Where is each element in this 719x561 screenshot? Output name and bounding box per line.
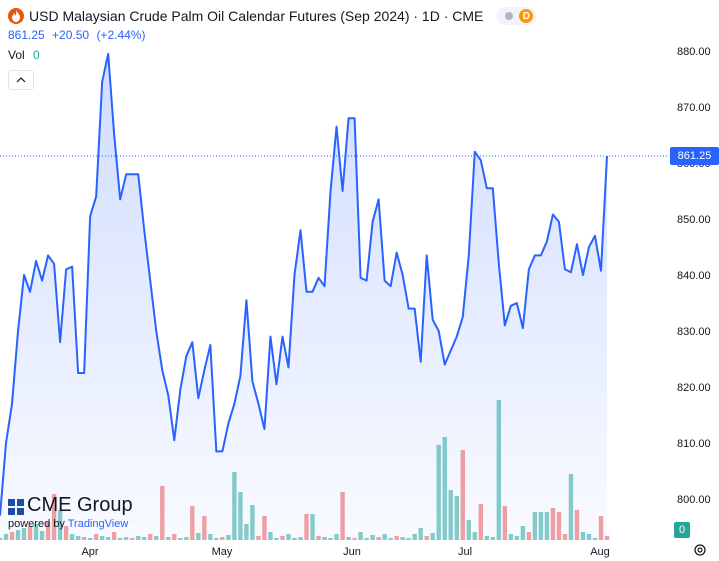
settings-gear-icon[interactable] <box>693 543 707 557</box>
symbol-title[interactable]: USD Malaysian Crude Palm Oil Calendar Fu… <box>29 8 484 24</box>
cme-brand-text: CME Group <box>27 494 133 516</box>
volume-tag: 0 <box>674 522 690 538</box>
last-price-tag: 861.25 <box>670 147 719 165</box>
last-price: 861.25 <box>8 28 45 42</box>
y-tick-label: 800.00 <box>677 494 711 506</box>
x-tick-label: Apr <box>81 546 98 558</box>
flame-icon <box>8 8 24 24</box>
status-dot-icon <box>505 12 514 20</box>
price-change-percent: (+2.44%) <box>96 28 146 42</box>
delayed-badge: D <box>519 9 534 23</box>
y-tick-label: 870.00 <box>677 102 711 114</box>
cme-logo[interactable]: CME Group powered by TradingView <box>8 494 133 530</box>
powered-by-text: powered by <box>8 518 65 530</box>
chart-legend: USD Malaysian Crude Palm Oil Calendar Fu… <box>8 6 538 90</box>
x-tick-label: Aug <box>590 546 610 558</box>
y-tick-label: 820.00 <box>677 382 711 394</box>
chevron-up-icon <box>16 77 26 83</box>
y-tick-label: 880.00 <box>677 46 711 58</box>
x-tick-label: Jul <box>458 546 472 558</box>
volume-value: 0 <box>33 48 40 62</box>
y-tick-label: 830.00 <box>677 326 711 338</box>
y-tick-label: 810.00 <box>677 438 711 450</box>
price-area-fill <box>0 53 607 541</box>
y-tick-label: 850.00 <box>677 214 711 226</box>
x-tick-label: Jun <box>343 546 361 558</box>
collapse-legend-button[interactable] <box>8 70 34 90</box>
volume-label: Vol <box>8 48 25 62</box>
price-info: 861.25 +20.50 (+2.44%) <box>8 28 537 44</box>
cme-globe-icon <box>8 498 24 515</box>
y-tick-label: 840.00 <box>677 270 711 282</box>
volume-legend: Vol 0 <box>8 48 537 64</box>
time-axis[interactable]: Apr May Jun Jul Aug <box>81 546 609 558</box>
x-tick-label: May <box>212 546 233 558</box>
tradingview-link[interactable]: TradingView <box>67 518 129 530</box>
market-status-pill[interactable]: D <box>497 7 538 25</box>
price-axis[interactable]: 800.00810.00820.00830.00840.00850.00860.… <box>677 46 711 506</box>
price-change: +20.50 <box>52 28 90 42</box>
price-line-series <box>0 52 608 516</box>
